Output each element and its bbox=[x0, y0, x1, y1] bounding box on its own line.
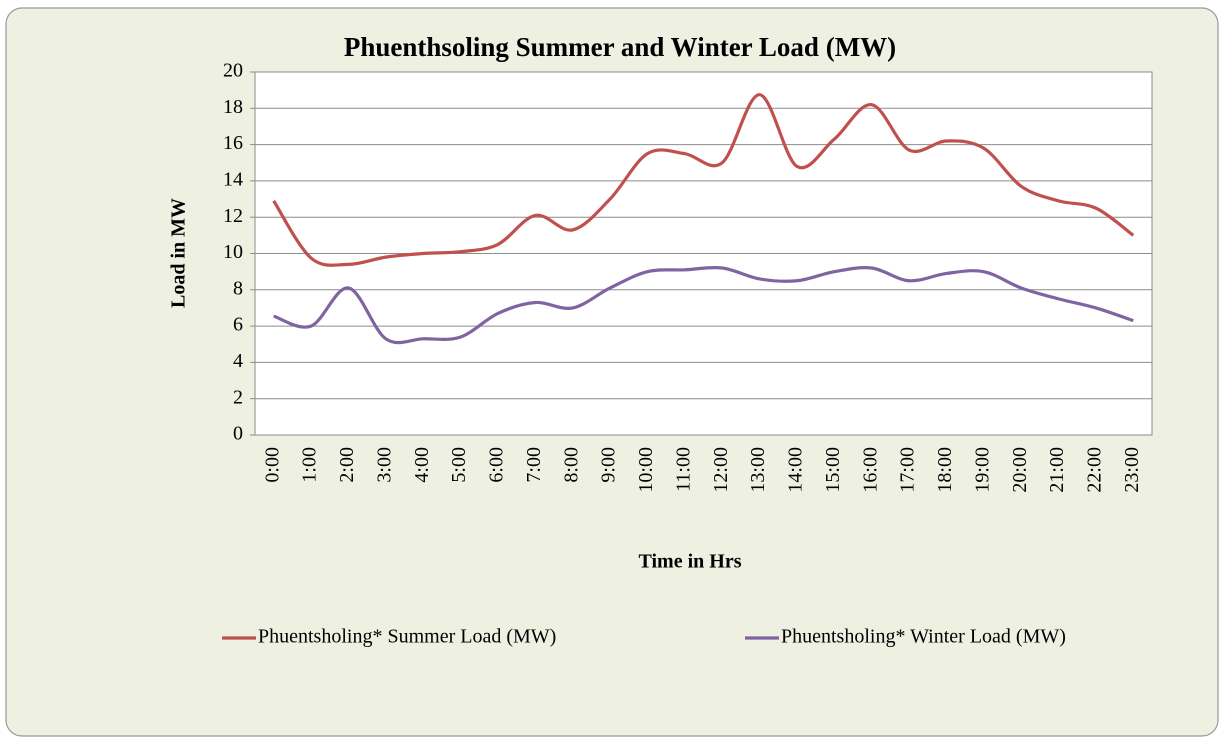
y-tick-label: 4 bbox=[233, 350, 243, 372]
y-tick-label: 0 bbox=[233, 423, 243, 445]
legend-label: Phuentsholing* Winter Load (MW) bbox=[781, 626, 1066, 648]
x-tick-label: 5:00 bbox=[448, 447, 470, 483]
y-tick-label: 2 bbox=[233, 386, 243, 408]
x-tick-label: 4:00 bbox=[411, 447, 433, 483]
x-tick-label: 12:00 bbox=[710, 447, 732, 493]
y-axis-title: Load in MW bbox=[168, 198, 190, 308]
y-tick-label: 16 bbox=[223, 132, 243, 154]
legend-label: Phuentsholing* Summer Load (MW) bbox=[258, 626, 556, 648]
series-line bbox=[273, 265, 1134, 345]
x-tick-label: 7:00 bbox=[523, 447, 545, 483]
x-tick-label: 1:00 bbox=[299, 447, 321, 483]
x-tick-label: 2:00 bbox=[336, 447, 358, 483]
x-tick-label: 10:00 bbox=[635, 447, 657, 493]
chart-title: Phuenthsoling Summer and Winter Load (MW… bbox=[344, 32, 896, 62]
x-tick-label: 8:00 bbox=[560, 447, 582, 483]
x-tick-label: 11:00 bbox=[672, 447, 694, 492]
x-tick-label: 9:00 bbox=[598, 447, 620, 483]
y-tick-label: 20 bbox=[223, 60, 243, 82]
x-tick-label: 6:00 bbox=[486, 447, 508, 483]
x-tick-label: 0:00 bbox=[261, 447, 283, 483]
x-tick-label: 16:00 bbox=[859, 447, 881, 493]
x-tick-label: 21:00 bbox=[1046, 447, 1068, 493]
x-tick-label: 22:00 bbox=[1084, 447, 1106, 493]
x-axis-title: Time in Hrs bbox=[639, 551, 742, 573]
y-tick-label: 6 bbox=[233, 314, 243, 336]
y-tick-label: 12 bbox=[223, 205, 243, 227]
x-tick-label: 15:00 bbox=[822, 447, 844, 493]
x-tick-label: 19:00 bbox=[971, 447, 993, 493]
x-tick-label: 20:00 bbox=[1009, 447, 1031, 493]
x-tick-label: 3:00 bbox=[373, 447, 395, 483]
y-tick-label: 18 bbox=[223, 96, 243, 118]
x-tick-label: 14:00 bbox=[785, 447, 807, 493]
series-line bbox=[272, 93, 1135, 267]
x-tick-label: 17:00 bbox=[897, 447, 919, 493]
y-tick-label: 14 bbox=[223, 168, 243, 190]
x-tick-label: 18:00 bbox=[934, 447, 956, 493]
y-tick-label: 10 bbox=[223, 241, 243, 263]
y-tick-label: 8 bbox=[233, 277, 243, 299]
x-tick-label: 23:00 bbox=[1121, 447, 1143, 493]
x-tick-label: 13:00 bbox=[747, 447, 769, 493]
